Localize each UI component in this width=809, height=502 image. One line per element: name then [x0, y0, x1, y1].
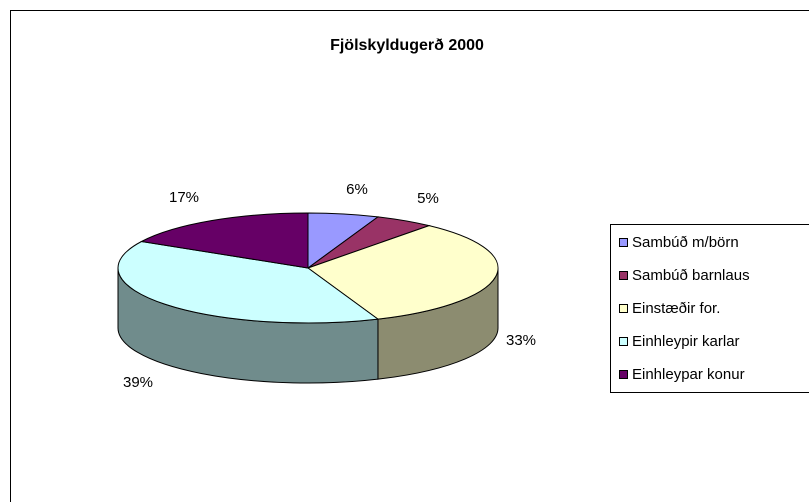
pie-slice [139, 212, 309, 269]
legend-label: Einhleypar konur [632, 366, 745, 383]
data-label: 39% [123, 374, 153, 391]
legend-swatch [619, 238, 628, 247]
chart-title: Fjölskyldugerð 2000 [330, 37, 484, 54]
legend-swatch [619, 370, 628, 379]
pie-slice [306, 225, 499, 320]
legend-label: Sambúð barnlaus [632, 267, 750, 284]
legend-swatch [619, 271, 628, 280]
legend-swatch [619, 337, 628, 346]
data-label: 17% [169, 189, 199, 206]
legend-label: Einstæðir for. [632, 300, 720, 317]
legend-label: Sambúð m/börn [632, 234, 739, 251]
data-label: 6% [346, 181, 368, 198]
legend-label: Einhleypir karlar [632, 333, 740, 350]
pie-slice [117, 240, 380, 324]
legend-box [610, 224, 809, 393]
legend-swatch [619, 304, 628, 313]
data-label: 33% [506, 332, 536, 349]
data-label: 5% [417, 190, 439, 207]
